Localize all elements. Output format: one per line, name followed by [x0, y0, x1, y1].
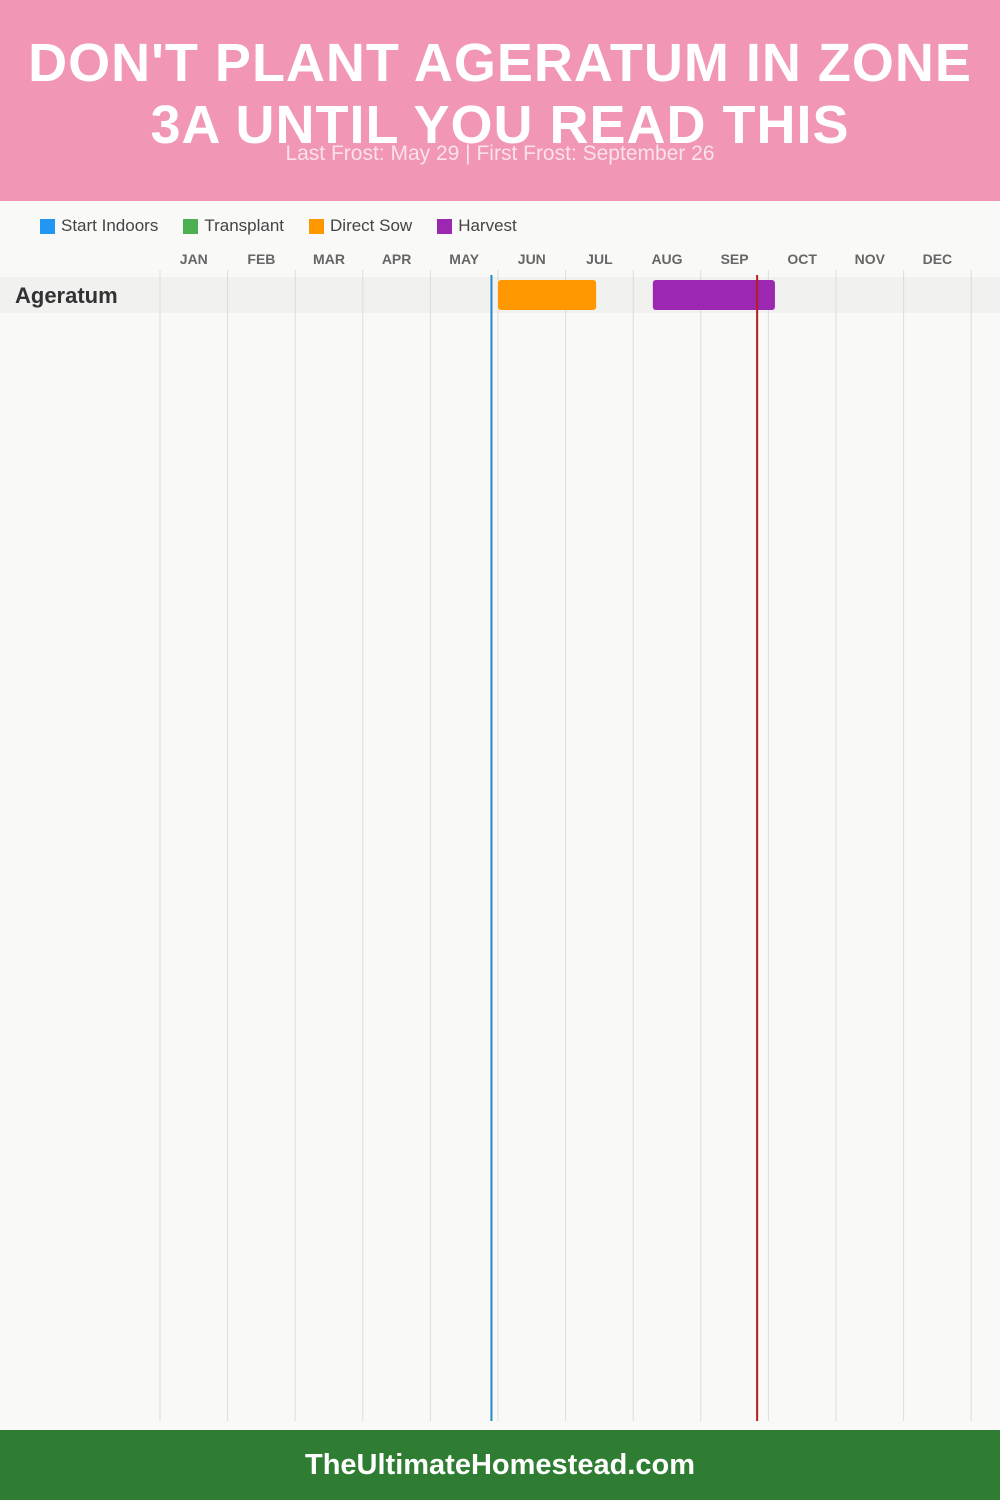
month-label-sep: SEP: [721, 251, 749, 267]
month-label-jul: JUL: [586, 251, 613, 267]
header-banner: DON'T PLANT AGERATUM IN ZONE 3A UNTIL YO…: [0, 0, 1000, 201]
legend-swatch-harvest: [437, 218, 453, 234]
month-label-jan: JAN: [180, 251, 208, 267]
month-label-mar: MAR: [313, 251, 345, 267]
footer-banner: TheUltimateHomestead.com: [0, 1430, 1000, 1500]
month-label-dec: DEC: [923, 251, 953, 267]
month-label-feb: FEB: [247, 251, 275, 267]
legend-item-transplant: Transplant: [183, 216, 284, 236]
month-label-apr: APR: [382, 251, 412, 267]
site-link[interactable]: TheUltimateHomestead.com: [305, 1449, 695, 1481]
legend-label-transplant: Transplant: [204, 216, 285, 235]
legend-item-start-indoors: Start Indoors: [40, 216, 158, 236]
legend-item-direct-sow: Direct Sow: [309, 216, 412, 236]
legend-item-harvest: Harvest: [437, 216, 517, 236]
row-label-ageratum: Ageratum: [15, 283, 118, 308]
month-label-jun: JUN: [518, 251, 546, 267]
legend-swatch-transplant: [183, 218, 199, 234]
page-title: DON'T PLANT AGERATUM IN ZONE 3A UNTIL YO…: [28, 33, 972, 155]
bar-direct-sow: [498, 280, 597, 310]
legend-swatch-start-indoors: [40, 218, 55, 234]
month-label-nov: NOV: [855, 251, 886, 267]
legend-label-harvest: Harvest: [458, 216, 517, 235]
legend-label-direct-sow: Direct Sow: [330, 216, 413, 235]
frost-dates-subtitle: Last Frost: May 29 | First Frost: Septem…: [285, 142, 715, 165]
chart-legend: Start Indoors Transplant Direct Sow Harvest: [40, 215, 542, 237]
month-label-oct: OCT: [787, 251, 817, 267]
legend-label-start-indoors: Start Indoors: [61, 216, 159, 235]
legend-swatch-direct-sow: [309, 218, 325, 234]
planting-calendar-chart: JAN FEB MAR APR MAY JUN JUL AUG SEP OCT NOV DEC Ager…: [0, 251, 1000, 1421]
bar-harvest: [652, 280, 775, 310]
month-label-may: MAY: [449, 251, 479, 267]
month-label-aug: AUG: [651, 251, 682, 267]
